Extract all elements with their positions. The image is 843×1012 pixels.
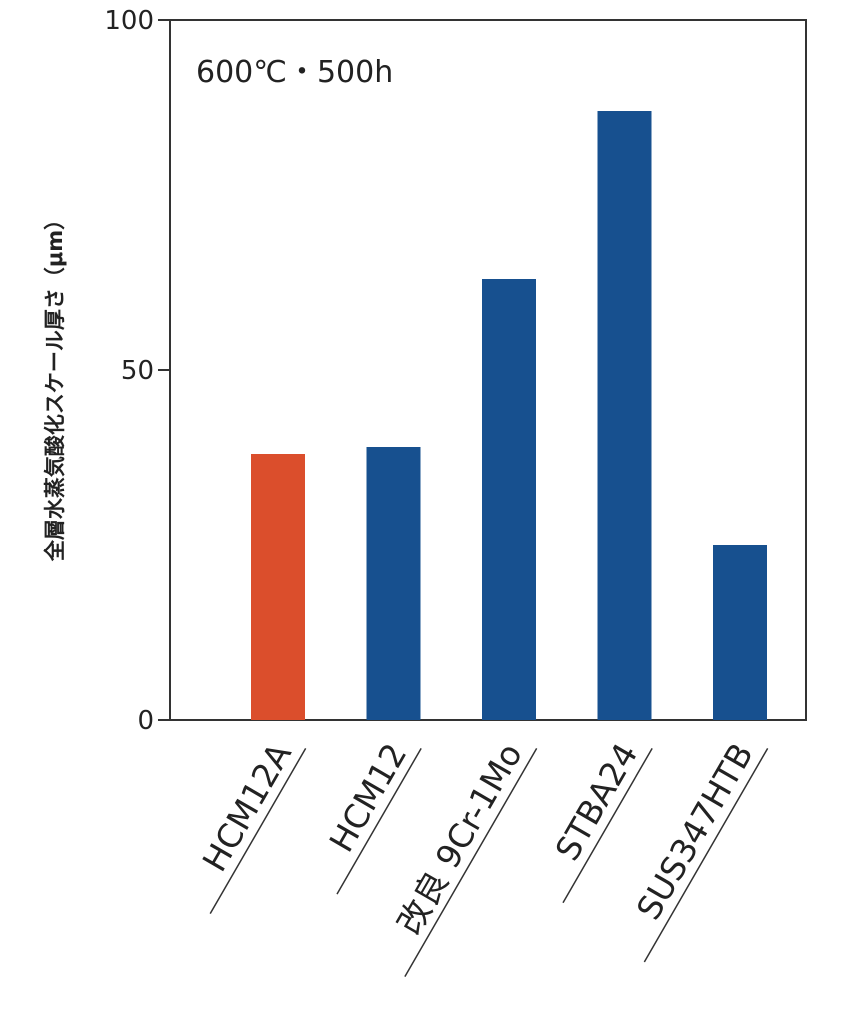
bar (597, 111, 652, 720)
y-tick-label: 100 (104, 6, 154, 36)
y-axis-label: 全層水蒸気酸化スケール厚さ（μm） (43, 209, 67, 562)
x-label-underline (643, 747, 769, 963)
y-tick-label: 50 (121, 356, 154, 386)
x-label-underline (404, 747, 538, 977)
bar (713, 545, 767, 720)
condition-annotation: 600℃・500h (196, 55, 393, 90)
y-axis-ticks: 0 50 100 (104, 6, 170, 736)
x-label-group: HCM12 (321, 737, 422, 895)
bars (251, 111, 767, 720)
y-tick-label: 0 (137, 706, 154, 736)
bar (251, 454, 305, 720)
x-tick-label: STBA24 (547, 737, 645, 868)
x-label-group: STBA24 (547, 737, 653, 904)
bar (482, 279, 536, 720)
x-label-group: HCM12A (195, 736, 307, 915)
bar (366, 447, 421, 720)
x-tick-label: HCM12A (195, 736, 299, 878)
x-label-underline (336, 747, 422, 895)
x-label-underline (209, 747, 307, 915)
x-label-underline (562, 747, 653, 904)
x-tick-label: SUS347HTB (629, 737, 761, 927)
